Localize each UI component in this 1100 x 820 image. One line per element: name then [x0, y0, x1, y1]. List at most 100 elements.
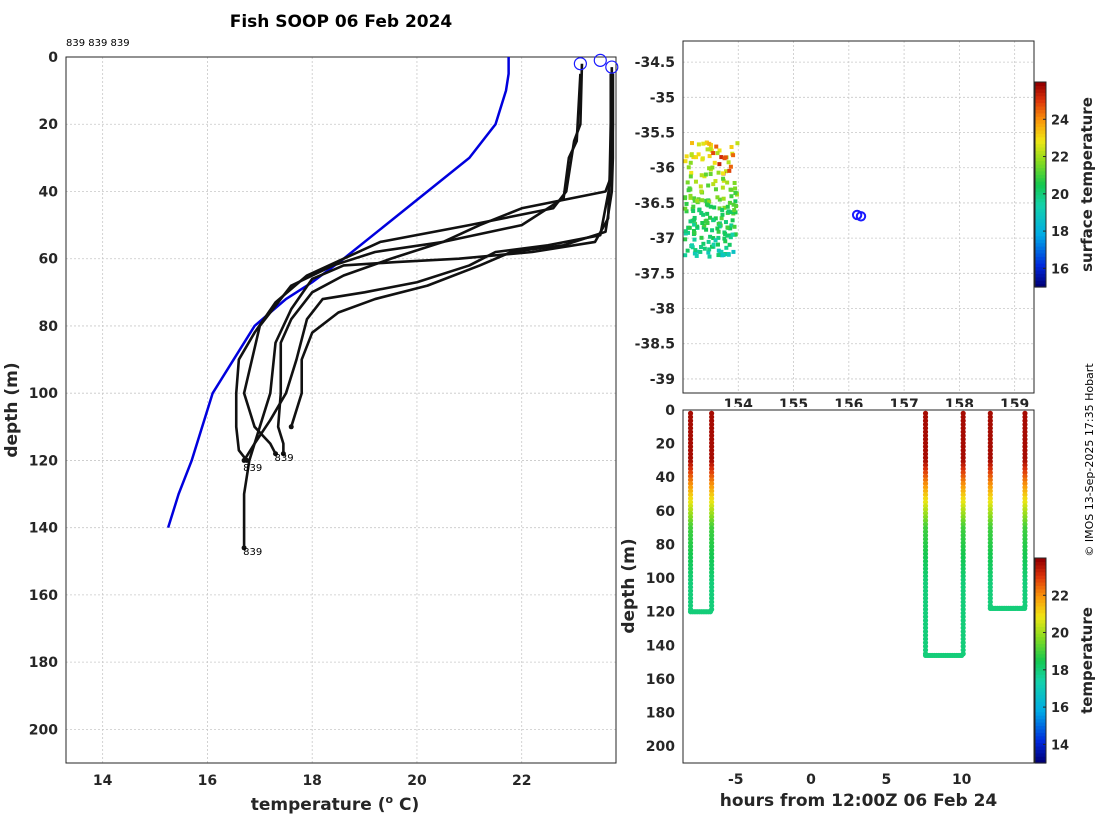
- sst-pixel: [708, 147, 713, 152]
- cast-sample-dot: [960, 566, 966, 572]
- map-y-tick-label: -35: [650, 90, 675, 106]
- cast-sample-dot: [687, 455, 694, 461]
- sst-pixel: [719, 216, 724, 221]
- cast-sample-dot: [1022, 558, 1028, 564]
- cast-sample-dot: [960, 455, 966, 461]
- sst-colorbar-gradient-cell: [1035, 215, 1046, 220]
- cast-sample-dot: [987, 436, 993, 442]
- sst-pixel: [726, 209, 731, 214]
- sst-pixel: [725, 180, 730, 185]
- cast-sample-dot: [922, 606, 929, 612]
- cast-sample-dot: [922, 477, 929, 483]
- cast-sample-dot: [709, 577, 715, 583]
- cast-sample-dot: [960, 462, 966, 468]
- cast-sample-dot: [1022, 580, 1028, 587]
- cast-sample-dot: [922, 488, 929, 494]
- temperature-colorbar-gradient-cell: [1035, 595, 1046, 600]
- cast-sample-dot: [922, 588, 929, 594]
- cast-sample-dot: [987, 584, 993, 590]
- sst-colorbar-tick-label: 18: [1051, 225, 1069, 240]
- cast-sample-dot: [960, 473, 966, 479]
- cast-sample-dot: [709, 421, 715, 428]
- sst-pixel: [720, 212, 725, 217]
- sst-pixel: [692, 222, 697, 227]
- cast-sample-dot: [687, 503, 694, 509]
- cast-sample-dot: [922, 436, 929, 442]
- cast-sample-dot: [922, 447, 929, 453]
- cast-sample-dot: [687, 418, 694, 424]
- sst-pixel: [719, 155, 724, 160]
- sst-colorbar-gradient-cell: [1035, 198, 1046, 203]
- sst-colorbar-gradient-cell: [1035, 167, 1046, 172]
- cast-sample-dot: [687, 603, 694, 609]
- sst-colorbar-tick-label: 24: [1051, 113, 1069, 128]
- temperature-colorbar-gradient-cell: [1035, 622, 1046, 627]
- map-y-tick-label: -38.5: [635, 337, 675, 353]
- cast-sample-dot: [709, 566, 715, 572]
- sst-colorbar-gradient-cell: [1035, 109, 1046, 114]
- cast-sample-dot: [922, 580, 929, 587]
- cast-sample-dot: [922, 532, 929, 538]
- sst-pixel: [693, 248, 698, 253]
- sst-pixel: [717, 148, 722, 153]
- cast-sample-dot: [687, 536, 694, 542]
- cast-sample-dot: [1022, 525, 1028, 531]
- cast-sample-dot: [960, 499, 966, 505]
- sst-pixel: [684, 154, 689, 159]
- temperature-colorbar-tick-label: 18: [1051, 664, 1069, 679]
- sst-colorbar-gradient-cell: [1035, 92, 1046, 97]
- sst-colorbar-gradient-cell: [1035, 177, 1046, 182]
- cast-sample-dot: [922, 625, 929, 631]
- sst-pixel: [686, 165, 691, 170]
- cast-sample-dot: [922, 429, 929, 435]
- cast-sample-dot: [987, 532, 993, 538]
- sst-pixel: [716, 248, 721, 253]
- cast-sample-dot: [960, 584, 966, 590]
- sst-pixel: [729, 210, 734, 215]
- temperature-colorbar-gradient-cell: [1035, 670, 1046, 675]
- cast-profile-line-6: [289, 73, 615, 428]
- temperature-colorbar-gradient-cell: [1035, 653, 1046, 658]
- cast-sample-dot: [987, 573, 993, 579]
- section-x-axis-label: hours from 12:00Z 06 Feb 24: [720, 791, 998, 811]
- cast-sample-dot: [1022, 410, 1028, 416]
- cast-sample-dot: [960, 540, 966, 546]
- cast-sample-dot: [960, 466, 966, 472]
- cast-sample-dot: [960, 432, 966, 439]
- cast-sample-dot: [709, 551, 715, 557]
- temperature-colorbar-gradient-cell: [1035, 561, 1046, 566]
- cast-sample-dot: [687, 529, 694, 535]
- map-y-tick-label: -36: [650, 161, 675, 177]
- temperature-colorbar-gradient-cell: [1035, 718, 1046, 723]
- cast-sample-dot: [922, 440, 929, 446]
- cast-sample-dot: [960, 551, 966, 557]
- cast-sample-dot: [1022, 495, 1028, 502]
- section-x-tick-label: -5: [728, 772, 744, 788]
- cast-sample-dot: [960, 414, 966, 420]
- cast-sample-dot: [709, 429, 715, 435]
- cast-sample-dot: [987, 414, 993, 420]
- cast-sample-dot: [687, 547, 694, 553]
- cast-sample-dot: [709, 447, 715, 453]
- sst-colorbar-gradient-cell: [1035, 280, 1046, 285]
- sst-colorbar-gradient-cell: [1035, 126, 1046, 131]
- cast-sample-dot: [922, 547, 929, 553]
- sst-pixel: [696, 152, 701, 157]
- sst-pixel: [689, 152, 694, 157]
- temperature-colorbar-gradient-cell: [1035, 643, 1046, 648]
- sst-colorbar-gradient-cell: [1035, 266, 1046, 271]
- cast-sample-dot: [687, 554, 694, 561]
- sst-pixel: [704, 227, 709, 232]
- cast-sample-dot: [987, 599, 993, 605]
- sst-colorbar-gradient-cell: [1035, 150, 1046, 155]
- sst-pixel: [721, 253, 726, 258]
- y-tick-label: 200: [29, 722, 58, 738]
- temperature-colorbar-gradient-cell: [1035, 571, 1046, 576]
- sst-pixel: [707, 199, 712, 204]
- cast-sample-dot: [709, 458, 715, 465]
- sst-pixel: [686, 230, 691, 235]
- sst-pixel: [711, 182, 716, 187]
- sst-pixel: [713, 179, 718, 184]
- cast-sample-dot: [1022, 510, 1028, 516]
- sst-colorbar-gradient-cell: [1035, 276, 1046, 281]
